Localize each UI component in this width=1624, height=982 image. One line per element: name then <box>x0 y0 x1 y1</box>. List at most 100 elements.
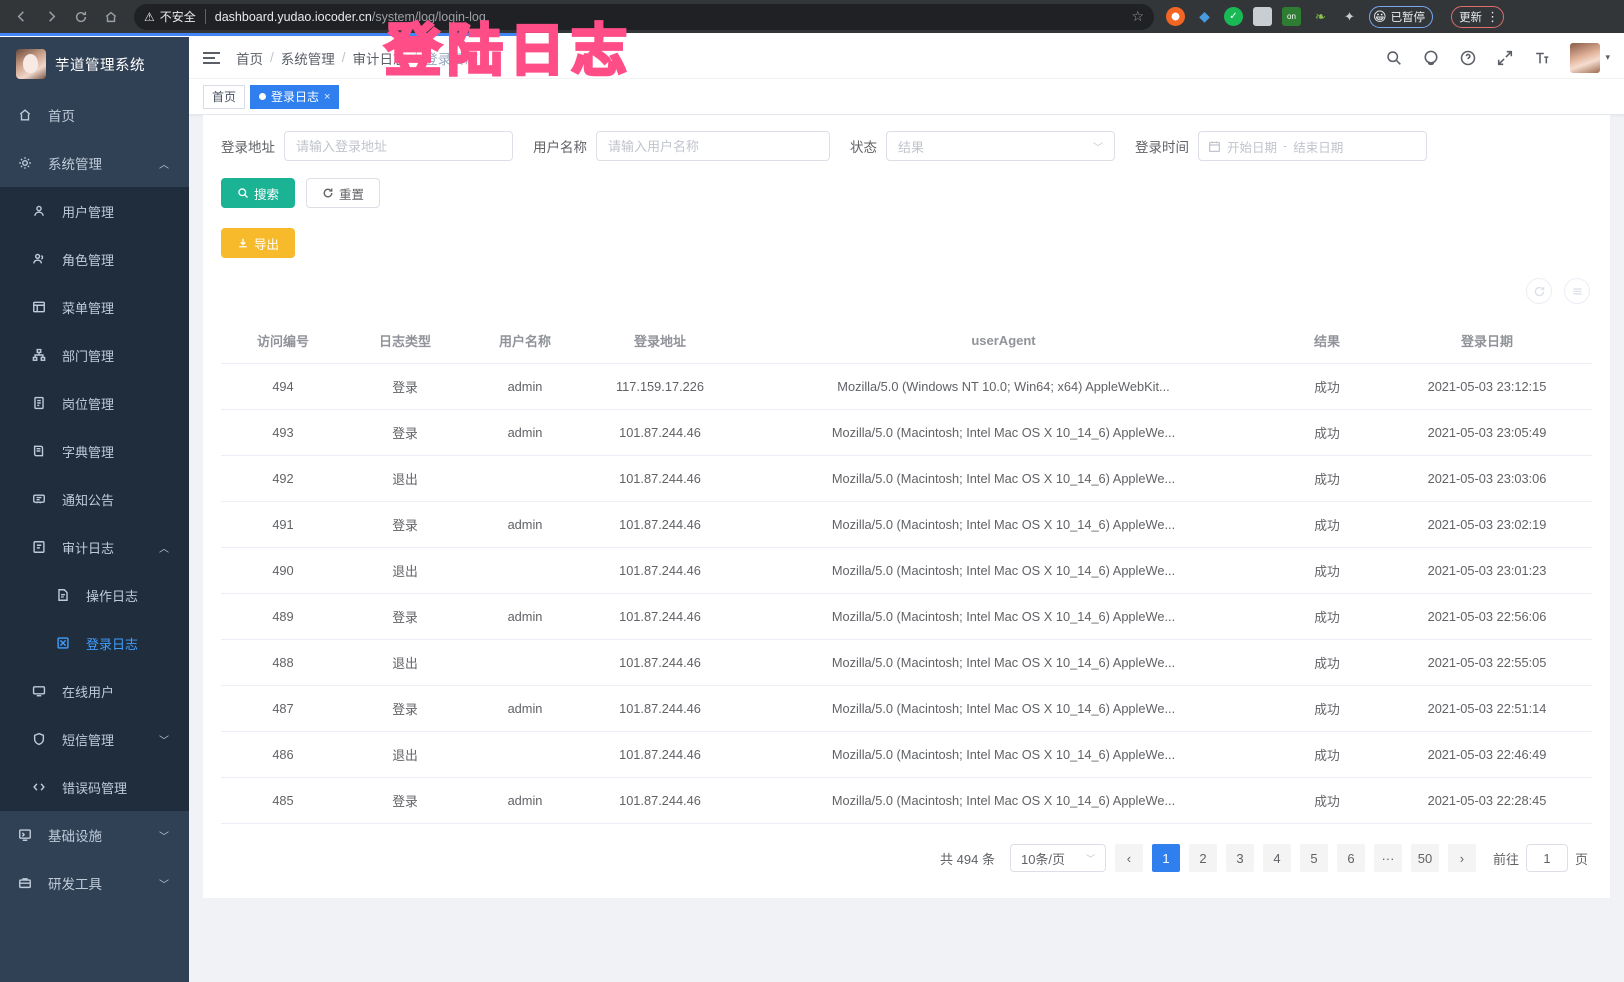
tab-login-log[interactable]: 登录日志 × <box>250 84 340 109</box>
column-header-ip[interactable]: 登录地址 <box>585 318 735 364</box>
column-settings-icon[interactable] <box>1564 278 1590 304</box>
extensions-puzzle-icon[interactable]: ✦ <box>1344 8 1355 24</box>
username-input[interactable] <box>596 131 830 161</box>
sidebar-item-system[interactable]: 系统管理 ︿ <box>0 139 189 187</box>
extension-on-icon[interactable]: on <box>1282 7 1301 26</box>
table-row[interactable]: 487 登录 admin 101.87.244.46 Mozilla/5.0 (Maci… <box>221 685 1592 732</box>
home-icon[interactable] <box>96 3 126 31</box>
table-row[interactable]: 485 登录 admin 101.87.244.46 Mozilla/5.0 (Maci… <box>221 777 1592 824</box>
row-type: 登录 <box>345 685 465 732</box>
github-icon[interactable] <box>1422 49 1440 67</box>
table-row[interactable]: 491 登录 admin 101.87.244.46 Mozilla/5.0 (Maci… <box>221 501 1592 548</box>
page-button-2[interactable]: 2 <box>1188 844 1217 872</box>
sidebar-item-users[interactable]: 用户管理 <box>0 187 189 235</box>
filter-buttons: 搜索 重置 <box>221 178 1592 208</box>
page-button-4[interactable]: 4 <box>1262 844 1291 872</box>
sidebar-item-operation-log[interactable]: 操作日志 <box>0 571 189 619</box>
refresh-icon <box>323 188 333 198</box>
prev-page-button[interactable]: ‹ <box>1114 844 1143 872</box>
page-button-3[interactable]: 3 <box>1225 844 1254 872</box>
table-row[interactable]: 493 登录 admin 101.87.244.46 Mozilla/5.0 (Maci… <box>221 409 1592 456</box>
page-button-6[interactable]: 6 <box>1336 844 1365 872</box>
sidebar-item-error-codes[interactable]: 错误码管理 <box>0 763 189 811</box>
page-button-50[interactable]: 50 <box>1410 844 1439 872</box>
export-button[interactable]: 导出 <box>221 228 296 258</box>
row-ip: 101.87.244.46 <box>585 685 735 732</box>
sidebar-item-label: 登录日志 <box>86 636 139 652</box>
paused-status-badge[interactable]: 😀 已暂停 <box>1369 5 1434 28</box>
sidebar-item-posts[interactable]: 岗位管理 <box>0 379 189 427</box>
address-bar[interactable]: ⚠ 不安全 dashboard.yudao.iocoder.cn/system/… <box>134 3 1154 30</box>
extension-leaf-icon[interactable]: ❧ <box>1315 8 1326 24</box>
sidebar-item-login-log[interactable]: 登录日志 <box>0 619 189 667</box>
extension-orange-icon[interactable] <box>1166 7 1185 26</box>
extension-blue-note-icon[interactable] <box>1253 7 1272 26</box>
infra-icon <box>18 828 40 842</box>
column-header-username[interactable]: 用户名称 <box>465 318 585 364</box>
page-button-1[interactable]: 1 <box>1151 844 1180 872</box>
reset-button-label: 重置 <box>339 187 365 202</box>
column-header-useragent[interactable]: userAgent <box>735 318 1272 364</box>
update-button[interactable]: 更新 ⋮ <box>1451 5 1505 28</box>
reload-icon[interactable] <box>66 3 96 31</box>
table-row[interactable]: 488 退出 101.87.244.46 Mozilla/5.0 (Macintosh… <box>221 639 1592 686</box>
sidebar-item-home[interactable]: 首页 <box>0 91 189 139</box>
back-arrow-icon[interactable] <box>6 3 36 31</box>
sidebar-item-notices[interactable]: 通知公告 <box>0 475 189 523</box>
page-button-5[interactable]: 5 <box>1299 844 1328 872</box>
row-ip: 117.159.17.226 <box>585 363 735 410</box>
close-icon[interactable]: × <box>324 90 331 103</box>
next-page-button[interactable]: › <box>1447 844 1476 872</box>
extension-diamond-icon[interactable]: ◆ <box>1199 8 1210 24</box>
sidebar-item-audit-log[interactable]: 审计日志 ︿ <box>0 523 189 571</box>
help-icon[interactable] <box>1459 49 1477 67</box>
table-row[interactable]: 489 登录 admin 101.87.244.46 Mozilla/5.0 (Maci… <box>221 593 1592 640</box>
table-row[interactable]: 494 登录 admin 117.159.17.226 Mozilla/5.0 (Win… <box>221 363 1592 410</box>
sidebar-item-dictionary[interactable]: 字典管理 <box>0 427 189 475</box>
column-header-id[interactable]: 访问编号 <box>221 318 345 364</box>
refresh-circle-icon[interactable] <box>1526 278 1552 304</box>
avatar-menu[interactable]: ▾ <box>1570 42 1610 73</box>
sidebar-item-label: 角色管理 <box>62 252 115 268</box>
row-id: 490 <box>221 547 345 594</box>
table-row[interactable]: 490 退出 101.87.244.46 Mozilla/5.0 (Macintosh… <box>221 547 1592 594</box>
search-button[interactable]: 搜索 <box>221 178 296 208</box>
fullscreen-icon[interactable] <box>1496 49 1514 67</box>
row-id: 485 <box>221 777 345 824</box>
row-type: 退出 <box>345 547 465 594</box>
sidebar-item-sms[interactable]: 短信管理 ﹀ <box>0 715 189 763</box>
sidebar-item-online-users[interactable]: 在线用户 <box>0 667 189 715</box>
page-ellipsis-button[interactable]: ··· <box>1373 844 1402 872</box>
column-header-type[interactable]: 日志类型 <box>345 318 465 364</box>
sidebar-item-departments[interactable]: 部门管理 <box>0 331 189 379</box>
login-address-input[interactable] <box>284 131 513 161</box>
forward-arrow-icon[interactable] <box>36 3 66 31</box>
table-row[interactable]: 486 退出 101.87.244.46 Mozilla/5.0 (Macintosh… <box>221 731 1592 778</box>
end-date-placeholder: 结束日期 <box>1293 140 1344 155</box>
breadcrumb-item-home[interactable]: 首页 <box>236 51 263 67</box>
chrome-menu-icon[interactable]: ⋮ <box>1486 9 1500 24</box>
tab-home[interactable]: 首页 <box>203 84 246 109</box>
reset-button[interactable]: 重置 <box>306 178 381 208</box>
font-size-icon[interactable] <box>1533 49 1551 67</box>
sidebar-item-menus[interactable]: 菜单管理 <box>0 283 189 331</box>
table-row[interactable]: 492 退出 101.87.244.46 Mozilla/5.0 (Macintosh… <box>221 455 1592 502</box>
row-id: 494 <box>221 363 345 410</box>
search-icon[interactable] <box>1385 49 1403 67</box>
login-time-daterange[interactable]: 开始日期 - 结束日期 <box>1198 131 1427 161</box>
extension-green-icon[interactable]: ✓ <box>1224 7 1243 26</box>
sidebar-item-infrastructure[interactable]: 基础设施 ﹀ <box>0 811 189 859</box>
page-size-select[interactable]: 10条/页 ﹀ <box>1009 844 1106 872</box>
breadcrumb-item-system[interactable]: 系统管理 <box>280 51 335 67</box>
sidebar-item-dev-tools[interactable]: 研发工具 ﹀ <box>0 859 189 907</box>
column-header-result[interactable]: 结果 <box>1272 318 1382 364</box>
status-select[interactable]: 结果 ﹀ <box>886 131 1115 161</box>
sidebar-logo[interactable]: 芋道管理系统 <box>0 37 189 91</box>
breadcrumb-item-audit[interactable]: 审计日志 <box>352 51 407 67</box>
collapse-menu-icon[interactable] <box>203 51 220 64</box>
bookmark-star-icon[interactable]: ☆ <box>1131 8 1144 24</box>
sidebar-item-roles[interactable]: 角色管理 <box>0 235 189 283</box>
column-header-date[interactable]: 登录日期 <box>1382 318 1592 364</box>
jump-page-input[interactable] <box>1525 844 1568 872</box>
row-useragent: Mozilla/5.0 (Macintosh; Intel Mac OS X 1… <box>735 455 1272 502</box>
